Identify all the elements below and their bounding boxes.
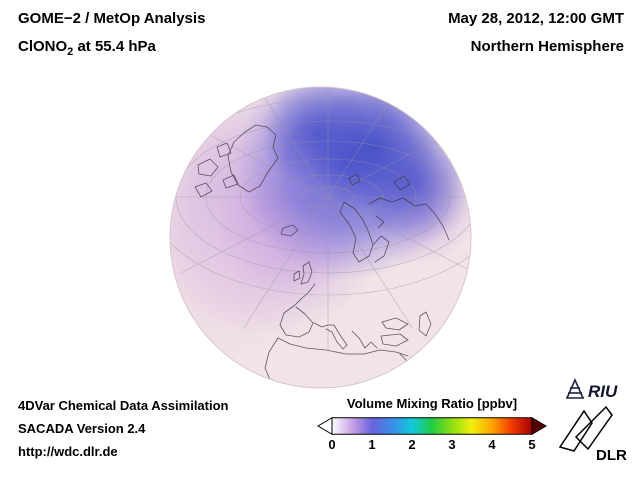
colorbar-overflow-arrow <box>531 417 547 435</box>
colorbar-tick-label: 5 <box>528 437 536 452</box>
riu-logo-svg: RIU <box>566 378 618 401</box>
analysis-title: GOME−2 / MetOp Analysis <box>18 10 206 27</box>
hemisphere-label: Northern Hemisphere <box>470 38 624 55</box>
analysis-datetime: May 28, 2012, 12:00 GMT <box>448 10 624 27</box>
colorbar-tick-label: 0 <box>328 437 336 452</box>
data-center-url: http://wdc.dlr.de <box>18 444 118 459</box>
globe-limb <box>169 86 472 389</box>
coastlines <box>194 124 450 383</box>
colorbar-tick-label: 2 <box>408 437 416 452</box>
colorbar-tick-label: 4 <box>488 437 496 452</box>
dlr-logo-text: DLR <box>596 447 627 463</box>
version-label: SACADA Version 2.4 <box>18 421 146 436</box>
dlr-emblem <box>558 405 613 452</box>
colorbar-tick-label: 3 <box>448 437 456 452</box>
graticule <box>170 87 471 350</box>
dlr-logo-svg: DLR <box>558 405 627 464</box>
species-subscript: 2 <box>67 46 74 58</box>
colorbar-legend: Volume Mixing Ratio [ppbv] 0 1 2 3 4 5 <box>317 396 547 453</box>
assimilation-label: 4DVar Chemical Data Assimilation <box>18 398 229 413</box>
riu-emblem-stripes <box>566 378 584 399</box>
colorbar-underflow-arrow <box>317 417 333 435</box>
globe-map <box>168 85 473 390</box>
datetime-block: May 28, 2012, 12:00 GMT Northern Hemisph… <box>448 10 624 55</box>
globe-svg <box>169 86 472 389</box>
colorbar-tick-label: 1 <box>368 437 376 452</box>
species-name: ClONO <box>18 38 68 55</box>
credits-block: 4DVar Chemical Data Assimilation SACADA … <box>18 394 229 463</box>
title-block: GOME−2 / MetOp Analysis ClONO2 at 55.4 h… <box>18 10 205 58</box>
riu-logo-text: RIU <box>588 382 618 401</box>
colorbar-title: Volume Mixing Ratio [ppbv] <box>346 396 518 411</box>
dlr-logo: DLR <box>554 403 630 468</box>
species-level-line: ClONO2 at 55.4 hPa <box>18 38 205 58</box>
pressure-level: at 55.4 hPa <box>73 38 156 55</box>
mixing-ratio-field <box>170 87 471 388</box>
colorbar-gradient-bar <box>331 417 533 435</box>
riu-logo: RIU <box>564 376 628 407</box>
colorbar <box>317 417 547 435</box>
colorbar-ticks: 0 1 2 3 4 5 <box>317 437 547 453</box>
